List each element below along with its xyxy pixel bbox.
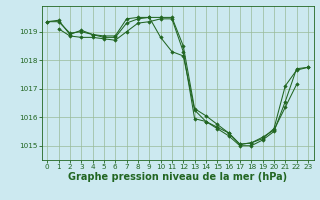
X-axis label: Graphe pression niveau de la mer (hPa): Graphe pression niveau de la mer (hPa)	[68, 172, 287, 182]
